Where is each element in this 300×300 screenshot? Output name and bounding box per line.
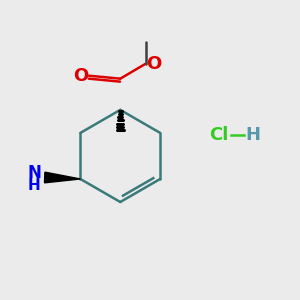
Text: N: N	[27, 164, 41, 182]
Text: Cl: Cl	[209, 126, 228, 144]
Text: O: O	[73, 67, 88, 85]
Text: H: H	[28, 178, 41, 193]
Text: O: O	[146, 55, 161, 73]
Polygon shape	[44, 172, 80, 183]
Text: H: H	[245, 126, 260, 144]
